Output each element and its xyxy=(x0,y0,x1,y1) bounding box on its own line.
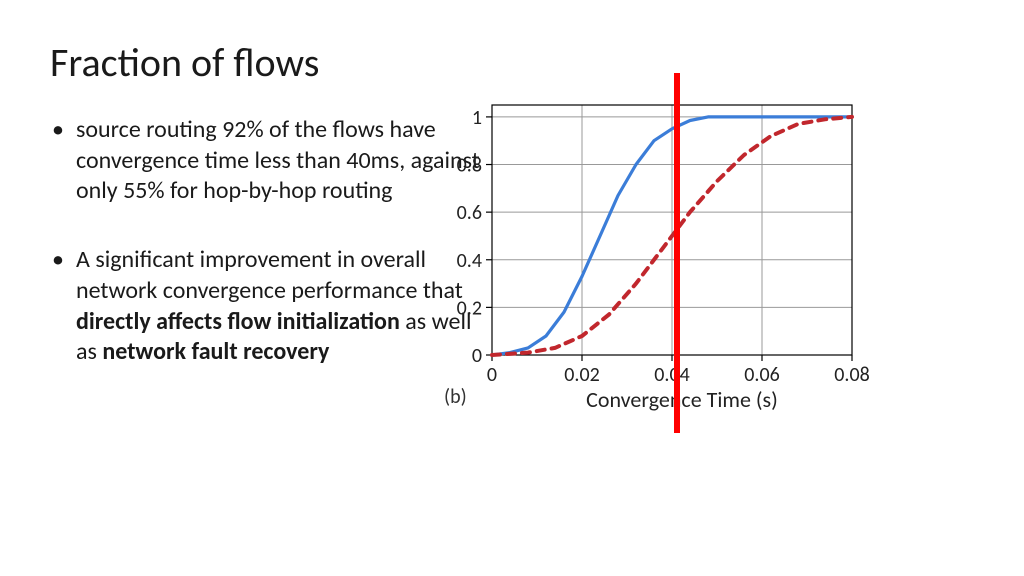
bullet-item: A significant improvement in overall net… xyxy=(50,245,480,368)
svg-text:0: 0 xyxy=(472,344,482,368)
svg-text:Convergence Time (s): Convergence Time (s) xyxy=(586,386,778,413)
svg-text:0.8: 0.8 xyxy=(457,154,482,178)
chart-container: 0 0.2 0.4 0.6 0.8 1 0 0.02 0.04 0.06 0.08 Convergen… xyxy=(430,95,930,455)
svg-text:0: 0 xyxy=(487,363,497,387)
slide: Fraction of flows source routing 92% of … xyxy=(0,0,1024,576)
svg-text:0.08: 0.08 xyxy=(834,363,869,387)
svg-text:0.6: 0.6 xyxy=(457,201,482,225)
svg-text:0.02: 0.02 xyxy=(564,363,599,387)
svg-text:1: 1 xyxy=(472,106,482,130)
bullet-list: source routing 92% of the flows have con… xyxy=(50,115,480,368)
svg-text:0.04: 0.04 xyxy=(654,363,689,387)
subplot-label: (b) xyxy=(444,385,467,409)
svg-text:0.06: 0.06 xyxy=(744,363,779,387)
text-column: source routing 92% of the flows have con… xyxy=(50,115,480,406)
svg-text:0.2: 0.2 xyxy=(457,296,482,320)
bullet-text: source routing 92% of the flows have con… xyxy=(76,115,480,205)
bullet-text: A significant improvement in overall net… xyxy=(76,245,463,305)
bullet-item: source routing 92% of the flows have con… xyxy=(50,115,480,207)
bullet-bold: directly affects flow initialization xyxy=(76,307,400,336)
convergence-chart: 0 0.2 0.4 0.6 0.8 1 0 0.02 0.04 0.06 0.08 Convergen… xyxy=(430,95,930,425)
bullet-bold: network fault recovery xyxy=(102,337,329,366)
marker-line xyxy=(674,73,680,433)
svg-text:0.4: 0.4 xyxy=(457,249,482,273)
slide-title: Fraction of flows xyxy=(50,38,974,87)
